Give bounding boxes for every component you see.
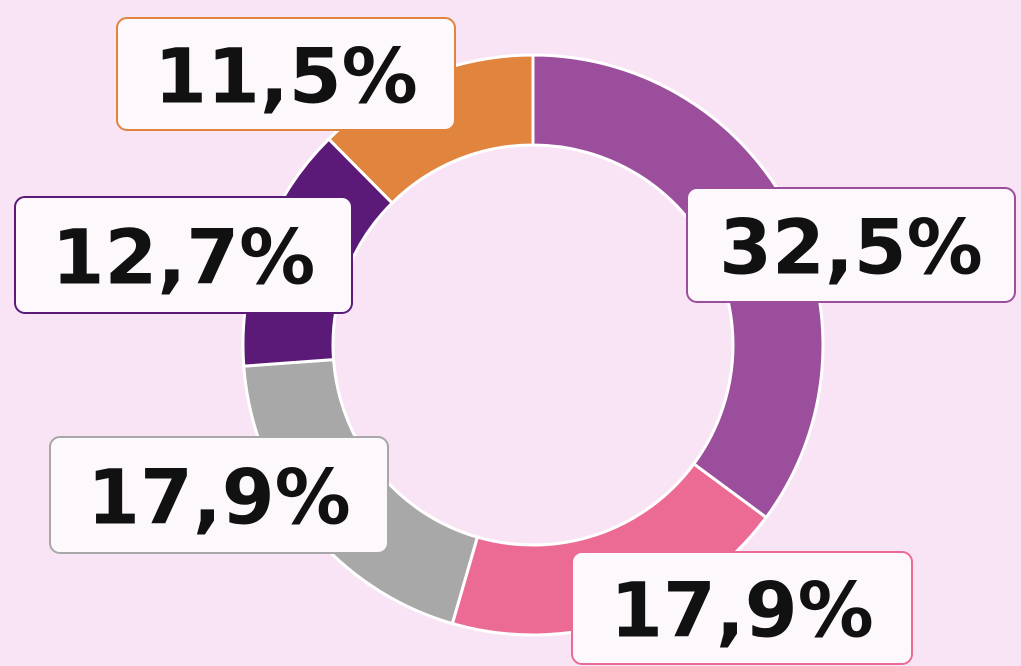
data-label: 12,7% [52, 213, 316, 302]
donut-slice [531, 53, 825, 520]
label-box [116, 17, 456, 131]
label-box [686, 187, 1016, 303]
data-label: 32,5% [719, 203, 983, 292]
label-box [14, 196, 353, 314]
label-box [571, 551, 913, 665]
data-label: 17,9% [87, 453, 351, 542]
data-label: 11,5% [154, 32, 418, 121]
label-box [49, 436, 389, 554]
data-label: 17,9% [610, 566, 874, 655]
